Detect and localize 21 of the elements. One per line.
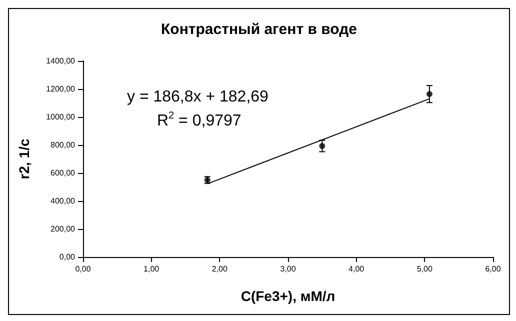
x-tick-label: 6,00 (485, 264, 502, 274)
x-tick-label: 1,00 (144, 264, 160, 274)
y-tick-label: 600,00 (50, 168, 76, 178)
y-tick-label: 200,00 (50, 224, 76, 234)
x-tick-label: 0,00 (75, 264, 92, 274)
y-tick-label: 1200,00 (46, 84, 76, 94)
x-tick-label: 2,00 (212, 264, 228, 274)
point (319, 142, 326, 149)
x-axis-title: C(Fe3+), мМ/л (240, 288, 336, 304)
y-tick-label: 1000,00 (46, 112, 76, 122)
annotation: y = 186,8x + 182,69 (127, 88, 269, 106)
x-tick-label: 3,00 (280, 264, 296, 274)
y-tick-label: 1400,00 (46, 56, 76, 66)
x-tick-label: 4,00 (348, 264, 365, 274)
y-axis-title: r2, 1/с (16, 138, 32, 180)
y-tick-label: 800,00 (50, 140, 76, 150)
y-tick-label: 400,00 (50, 196, 76, 206)
point (426, 91, 432, 98)
x-tick-label: 5,00 (416, 264, 433, 274)
chart-title: Контрастный агент в воде (161, 21, 357, 38)
y-tick-label: 0,00 (59, 252, 76, 262)
